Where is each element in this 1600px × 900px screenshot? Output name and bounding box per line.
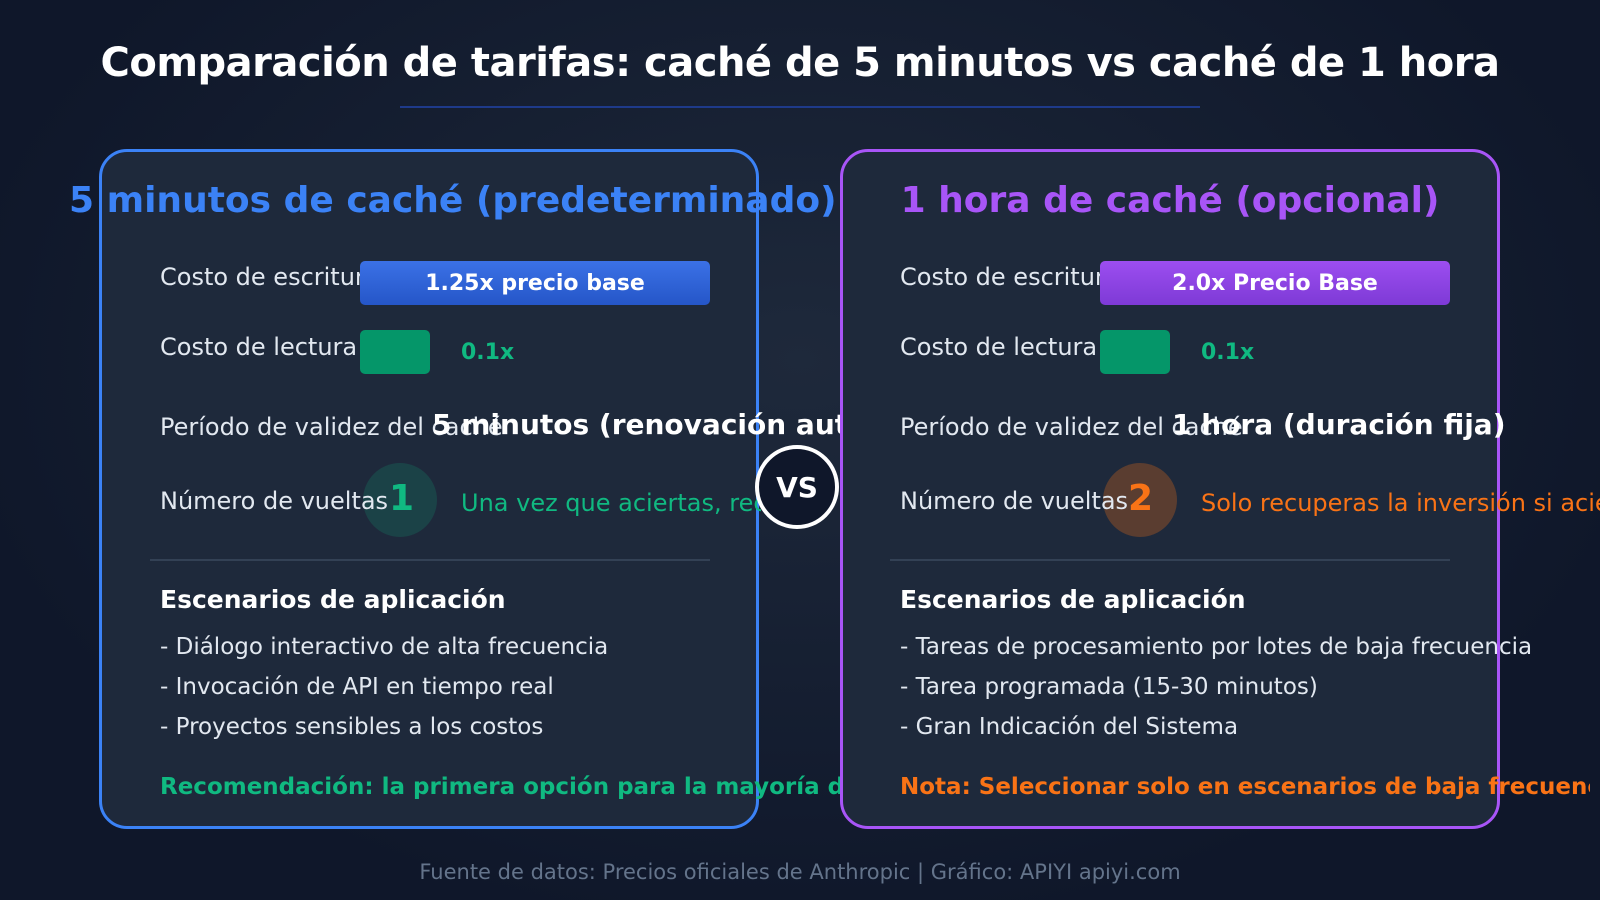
right-read-cost-value: 0.1x bbox=[1201, 340, 1255, 365]
five-minute-panel-title: 5 minutos de caché (predeterminado) bbox=[69, 180, 837, 221]
left-write-cost-bar: 1.25x precio base bbox=[360, 261, 710, 305]
right-divider bbox=[890, 559, 1450, 561]
right-validity-label: Período de validez del caché bbox=[900, 413, 1243, 441]
left-read-cost-bar bbox=[360, 330, 430, 374]
left-validity-value: 5 minutos (renovación automática) bbox=[432, 408, 840, 441]
right-turns-value: 2 bbox=[1128, 478, 1154, 519]
left-write-cost-value: 1.25x precio base bbox=[425, 270, 645, 296]
right-turns-label: Número de vueltas bbox=[900, 487, 1129, 515]
left-read-cost-label: Costo de lectura bbox=[160, 333, 358, 361]
left-write-cost-label: Costo de escritura bbox=[160, 263, 380, 291]
page-title: Comparación de tarifas: caché de 5 minut… bbox=[100, 40, 1500, 86]
right-write-cost-value: 2.0x Precio Base bbox=[1172, 270, 1378, 296]
left-recommendation: Recomendación: la primera opción para la… bbox=[160, 774, 840, 800]
left-turns-label: Número de vueltas bbox=[160, 487, 389, 515]
left-validity-label: Período de validez del caché bbox=[160, 413, 503, 441]
right-write-cost-label: Costo de escritura bbox=[900, 263, 1120, 291]
right-read-cost-bar bbox=[1100, 330, 1170, 374]
vs-label: VS bbox=[776, 470, 818, 504]
source-footer: Fuente de datos: Precios oficiales de An… bbox=[419, 860, 1181, 884]
right-read-cost-label: Costo de lectura bbox=[900, 333, 1098, 361]
left-scenario-item: - Invocación de API en tiempo real bbox=[160, 674, 554, 700]
left-read-cost-value: 0.1x bbox=[461, 340, 515, 365]
right-turns-note: Solo recuperas la inversión si aciertas … bbox=[1201, 489, 1600, 517]
title-divider bbox=[400, 106, 1200, 108]
right-turns-circle bbox=[1103, 463, 1177, 537]
left-turns-note: Una vez que aciertas, recuperas la inver… bbox=[461, 489, 761, 517]
right-scenarios-title: Escenarios de aplicación bbox=[900, 585, 1246, 614]
right-write-cost-bar: 2.0x Precio Base bbox=[1100, 261, 1450, 305]
left-turns-circle bbox=[363, 463, 437, 537]
left-scenario-item: - Diálogo interactivo de alta frecuencia bbox=[160, 634, 609, 660]
left-scenarios-title: Escenarios de aplicación bbox=[160, 585, 506, 614]
right-scenario-item: - Gran Indicación del Sistema bbox=[900, 714, 1239, 740]
right-scenario-item: - Tareas de procesamiento por lotes de b… bbox=[900, 634, 1533, 660]
one-hour-panel-title: 1 hora de caché (opcional) bbox=[900, 180, 1440, 221]
vs-badge: VS bbox=[755, 445, 839, 529]
right-note: Nota: Seleccionar solo en escenarios de … bbox=[900, 774, 1590, 800]
left-turns-value: 1 bbox=[389, 478, 415, 519]
right-validity-value: 1 hora (duración fija) bbox=[1172, 408, 1506, 441]
left-divider bbox=[150, 559, 710, 561]
left-scenario-item: - Proyectos sensibles a los costos bbox=[160, 714, 544, 740]
right-scenario-item: - Tarea programada (15-30 minutos) bbox=[900, 674, 1318, 700]
